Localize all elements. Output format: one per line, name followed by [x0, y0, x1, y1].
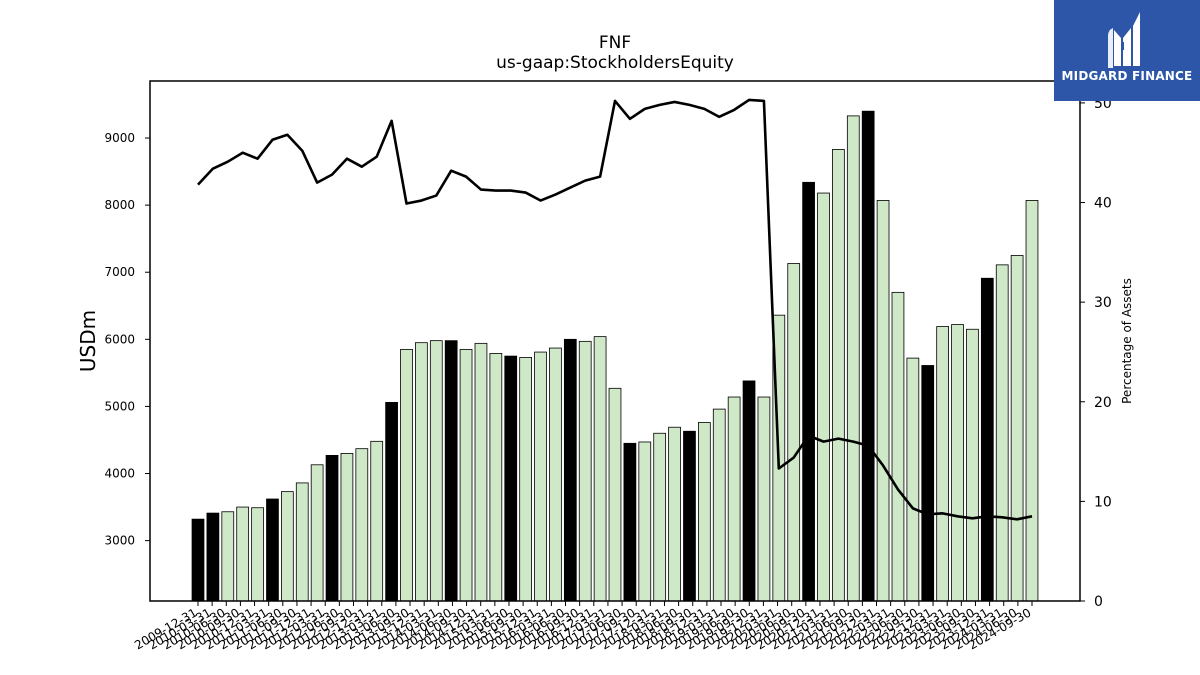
bar [400, 348, 413, 602]
line-series [197, 98, 1033, 521]
bar [444, 340, 458, 602]
logo-mark-icon [1108, 12, 1140, 68]
bar [742, 380, 756, 602]
logo-text: MIDGARD FINANCE [1061, 69, 1193, 83]
y-axis-label: USDm [76, 310, 100, 372]
bar [549, 347, 562, 602]
bar [206, 512, 220, 602]
y-tick-label: 7000 [104, 265, 135, 279]
bar [355, 448, 369, 602]
bar [295, 482, 309, 602]
bar [593, 336, 607, 602]
bar [802, 181, 815, 602]
bar [415, 342, 428, 602]
bar [995, 264, 1009, 602]
plot-frame [149, 80, 1081, 602]
brand-logo: MIDGARD FINANCE [1054, 0, 1200, 101]
bar [846, 115, 860, 602]
bar [1010, 255, 1024, 602]
bar [221, 511, 235, 602]
bar [966, 328, 979, 602]
bar [340, 452, 354, 602]
bar [921, 365, 935, 602]
bar [727, 396, 741, 602]
bar [832, 149, 845, 602]
y-tick-label: 6000 [104, 332, 135, 346]
bar [251, 507, 264, 602]
bar [310, 464, 324, 602]
bar [683, 430, 696, 602]
bar [608, 387, 622, 602]
y-tick-label: 3000 [104, 534, 135, 548]
x-axis: 2009-12-312010-03-312010-06-302010-09-30… [132, 601, 1034, 652]
bar [519, 357, 533, 602]
bar-series [191, 110, 1039, 602]
y2-tick-label: 40 [1094, 196, 1112, 212]
y-tick-label: 4000 [104, 467, 135, 481]
bar [668, 426, 681, 602]
bar [906, 357, 920, 602]
bar [698, 422, 711, 602]
bar [325, 454, 339, 602]
bar [236, 506, 250, 602]
bar [936, 326, 950, 602]
bar [504, 355, 518, 602]
bar [563, 338, 577, 602]
y2-tick-label: 10 [1094, 494, 1112, 510]
bar [280, 491, 294, 602]
y2-tick-label: 30 [1094, 295, 1112, 311]
y-tick-label: 8000 [104, 198, 135, 212]
y2-tick-label: 20 [1094, 395, 1112, 411]
bar [266, 498, 279, 602]
bar [653, 432, 667, 602]
bar [534, 351, 547, 602]
bar [891, 291, 905, 602]
bar [385, 401, 398, 602]
chart-subtitle: us-gaap:StockholdersEquity [496, 53, 734, 73]
y2-axis-label: Percentage of Assets [1120, 278, 1134, 404]
bar [623, 442, 637, 602]
y-axis-left: 3000 4000 5000 6000 7000 8000 9000 [104, 131, 150, 548]
bar [817, 192, 830, 602]
bar [370, 440, 384, 602]
bar [787, 263, 801, 602]
bar [861, 110, 875, 602]
bar [638, 441, 652, 602]
bar [474, 342, 488, 602]
percentage-line [197, 98, 1033, 521]
y-tick-label: 9000 [104, 131, 135, 145]
bar [578, 340, 592, 602]
bar [459, 348, 473, 602]
bar [489, 353, 503, 602]
bar [429, 340, 443, 602]
bar [712, 408, 726, 602]
bar [876, 200, 890, 602]
bar [980, 277, 994, 602]
bar [1025, 200, 1039, 602]
y-tick-label: 5000 [104, 399, 135, 413]
chart-title: FNF [599, 33, 631, 53]
y2-tick-label: 0 [1094, 594, 1103, 610]
bar [757, 396, 771, 602]
bar [191, 518, 205, 602]
bar [951, 324, 964, 602]
